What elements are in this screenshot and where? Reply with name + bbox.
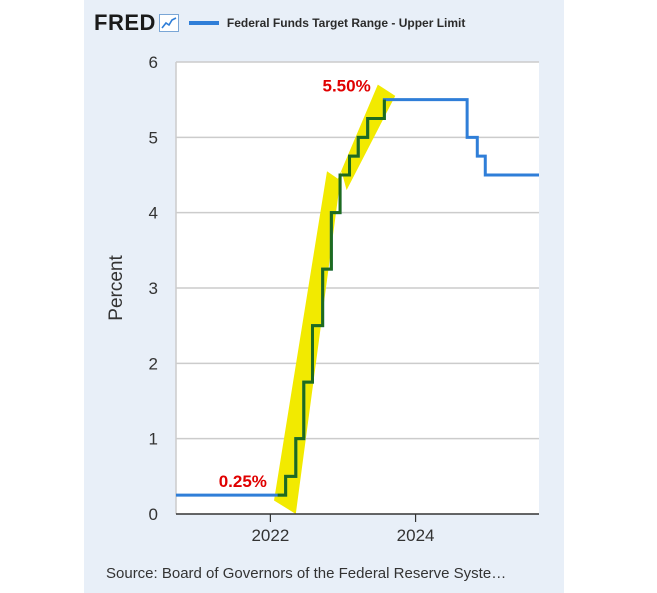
y-tick-label: 2 (149, 354, 158, 373)
y-tick-label: 4 (149, 204, 158, 223)
legend-label: Federal Funds Target Range - Upper Limit (226, 16, 466, 30)
legend-swatch (188, 21, 219, 25)
y-axis-label: Percent (106, 255, 127, 321)
x-tick-label: 2024 (397, 526, 435, 545)
axes: 0 1 2 3 4 5 6 2022 2024 (149, 53, 539, 545)
sparkline-icon (158, 14, 179, 32)
series-lines (175, 98, 540, 497)
annotation-label: 0.25% (219, 472, 267, 491)
annotations: 0.25% 5.50% (219, 77, 371, 491)
grid-lines (175, 61, 539, 514)
y-tick-label: 5 (149, 128, 158, 147)
annotation-label: 5.50% (323, 77, 371, 96)
y-tick-label: 0 (149, 505, 158, 524)
y-tick-label: 6 (149, 53, 158, 72)
fred-logo[interactable]: FRED (94, 10, 156, 35)
y-tick-label: 1 (149, 430, 158, 449)
y-tick-label: 3 (149, 279, 158, 298)
source-note: Source: Board of Governors of the Federa… (106, 565, 507, 582)
chart-header: FRED Federal Funds Target Range - Upper … (94, 6, 465, 40)
x-tick-label: 2022 (251, 526, 289, 545)
highlight-line (277, 99, 386, 497)
